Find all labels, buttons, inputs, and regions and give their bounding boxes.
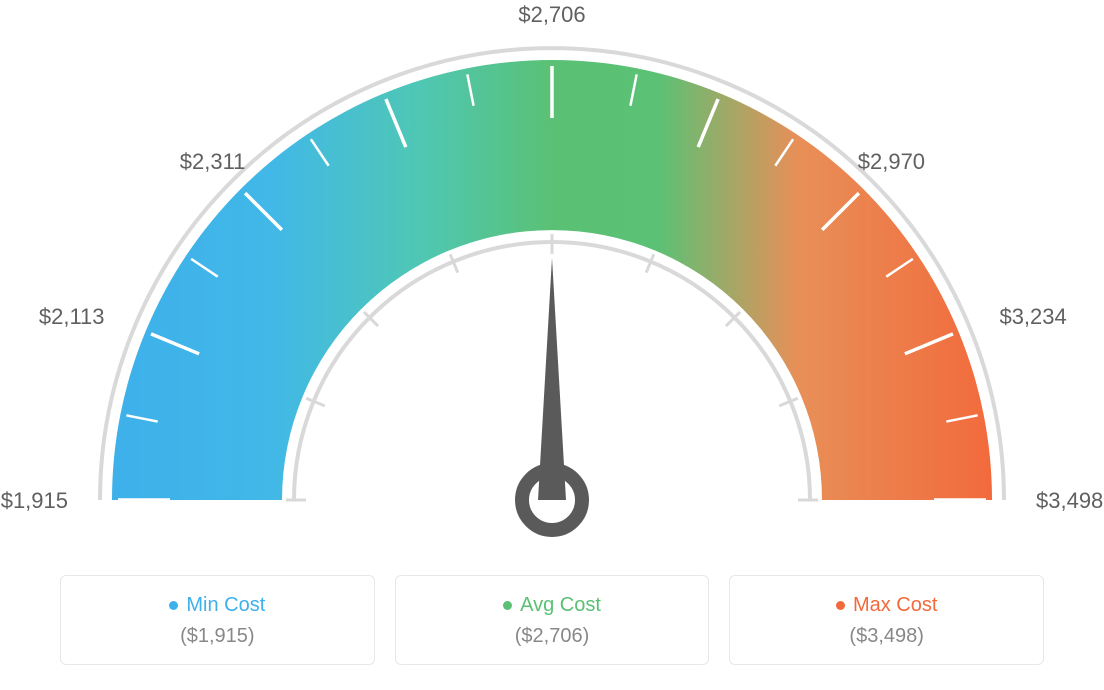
dot-icon	[503, 601, 512, 610]
legend-label-max: Max Cost	[740, 594, 1033, 617]
legend-card-max: Max Cost ($3,498)	[729, 575, 1044, 665]
legend-text: Avg Cost	[520, 594, 601, 617]
legend-card-avg: Avg Cost ($2,706)	[395, 575, 710, 665]
legend-label-min: Min Cost	[71, 594, 364, 617]
gauge-tick-label: $1,915	[1, 488, 68, 514]
gauge-tick-label: $2,970	[858, 149, 925, 175]
gauge-tick-label: $2,311	[180, 149, 246, 175]
dot-icon	[169, 601, 178, 610]
legend-label-avg: Avg Cost	[406, 594, 699, 617]
legend-row: Min Cost ($1,915) Avg Cost ($2,706) Max …	[60, 575, 1044, 665]
gauge-tick-label: $3,234	[999, 304, 1066, 330]
legend-value-avg: ($2,706)	[406, 625, 699, 648]
gauge-chart: $1,915 $2,113 $2,311 $2,706 $2,970 $3,234 $3,4…	[0, 0, 1104, 560]
legend-card-min: Min Cost ($1,915)	[60, 575, 375, 665]
gauge-tick-label: $3,498	[1036, 488, 1103, 514]
legend-value-max: ($3,498)	[740, 625, 1033, 648]
gauge-tick-label: $2,706	[518, 2, 585, 28]
dot-icon	[836, 601, 845, 610]
legend-text: Max Cost	[853, 594, 937, 617]
cost-gauge-container: $1,915 $2,113 $2,311 $2,706 $2,970 $3,234 $3,4…	[0, 0, 1104, 690]
gauge-svg	[0, 0, 1104, 560]
legend-value-min: ($1,915)	[71, 625, 364, 648]
gauge-tick-label: $2,113	[39, 304, 105, 330]
legend-text: Min Cost	[186, 594, 265, 617]
